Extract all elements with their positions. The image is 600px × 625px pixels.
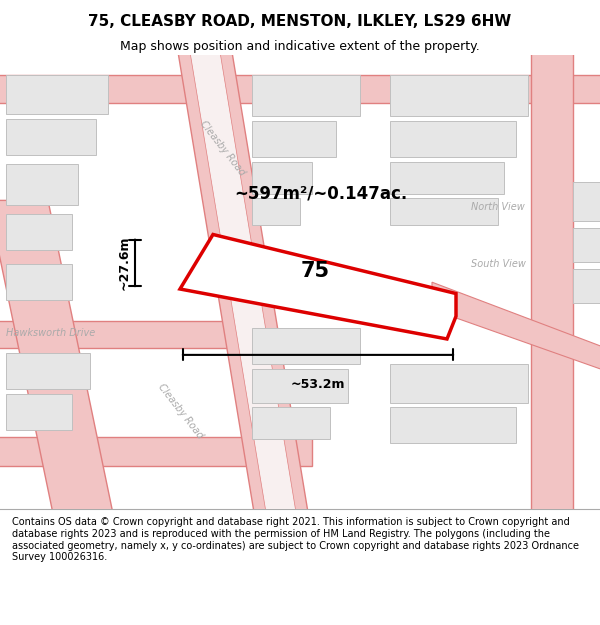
- Text: South View: South View: [470, 259, 526, 269]
- Polygon shape: [189, 46, 297, 519]
- Text: North View: North View: [471, 202, 525, 212]
- Polygon shape: [180, 234, 456, 339]
- Polygon shape: [6, 264, 72, 301]
- Text: 75, CLEASBY ROAD, MENSTON, ILKLEY, LS29 6HW: 75, CLEASBY ROAD, MENSTON, ILKLEY, LS29 …: [88, 14, 512, 29]
- Polygon shape: [6, 164, 78, 205]
- Polygon shape: [0, 201, 114, 519]
- Polygon shape: [390, 364, 528, 403]
- Polygon shape: [0, 321, 267, 348]
- Text: Map shows position and indicative extent of the property.: Map shows position and indicative extent…: [120, 39, 480, 52]
- Polygon shape: [6, 76, 108, 114]
- Polygon shape: [252, 369, 348, 402]
- Text: ~597m²/~0.147ac.: ~597m²/~0.147ac.: [235, 184, 407, 203]
- Polygon shape: [6, 119, 96, 155]
- Polygon shape: [390, 198, 498, 226]
- Polygon shape: [573, 269, 600, 302]
- Polygon shape: [531, 46, 573, 519]
- Polygon shape: [390, 121, 516, 158]
- Text: ~27.6m: ~27.6m: [117, 236, 130, 290]
- Polygon shape: [252, 198, 300, 226]
- Polygon shape: [6, 352, 90, 389]
- Polygon shape: [252, 407, 330, 439]
- Polygon shape: [252, 162, 312, 194]
- Polygon shape: [390, 407, 516, 444]
- Polygon shape: [390, 76, 528, 116]
- Text: Cleasby Road: Cleasby Road: [155, 382, 205, 441]
- Text: ~53.2m: ~53.2m: [291, 378, 345, 391]
- Polygon shape: [0, 76, 600, 102]
- Text: 75: 75: [301, 261, 329, 281]
- Polygon shape: [6, 214, 72, 251]
- Text: Hawksworth Drive: Hawksworth Drive: [7, 328, 95, 338]
- Polygon shape: [573, 228, 600, 262]
- Polygon shape: [252, 121, 336, 158]
- Polygon shape: [6, 394, 72, 430]
- Polygon shape: [432, 282, 600, 373]
- Polygon shape: [390, 162, 504, 194]
- Polygon shape: [573, 182, 600, 221]
- Text: Contains OS data © Crown copyright and database right 2021. This information is : Contains OS data © Crown copyright and d…: [12, 518, 579, 562]
- Polygon shape: [252, 328, 360, 364]
- Polygon shape: [252, 76, 360, 116]
- Polygon shape: [0, 437, 312, 466]
- Polygon shape: [177, 46, 309, 519]
- Text: Cleasby Road: Cleasby Road: [197, 119, 247, 178]
